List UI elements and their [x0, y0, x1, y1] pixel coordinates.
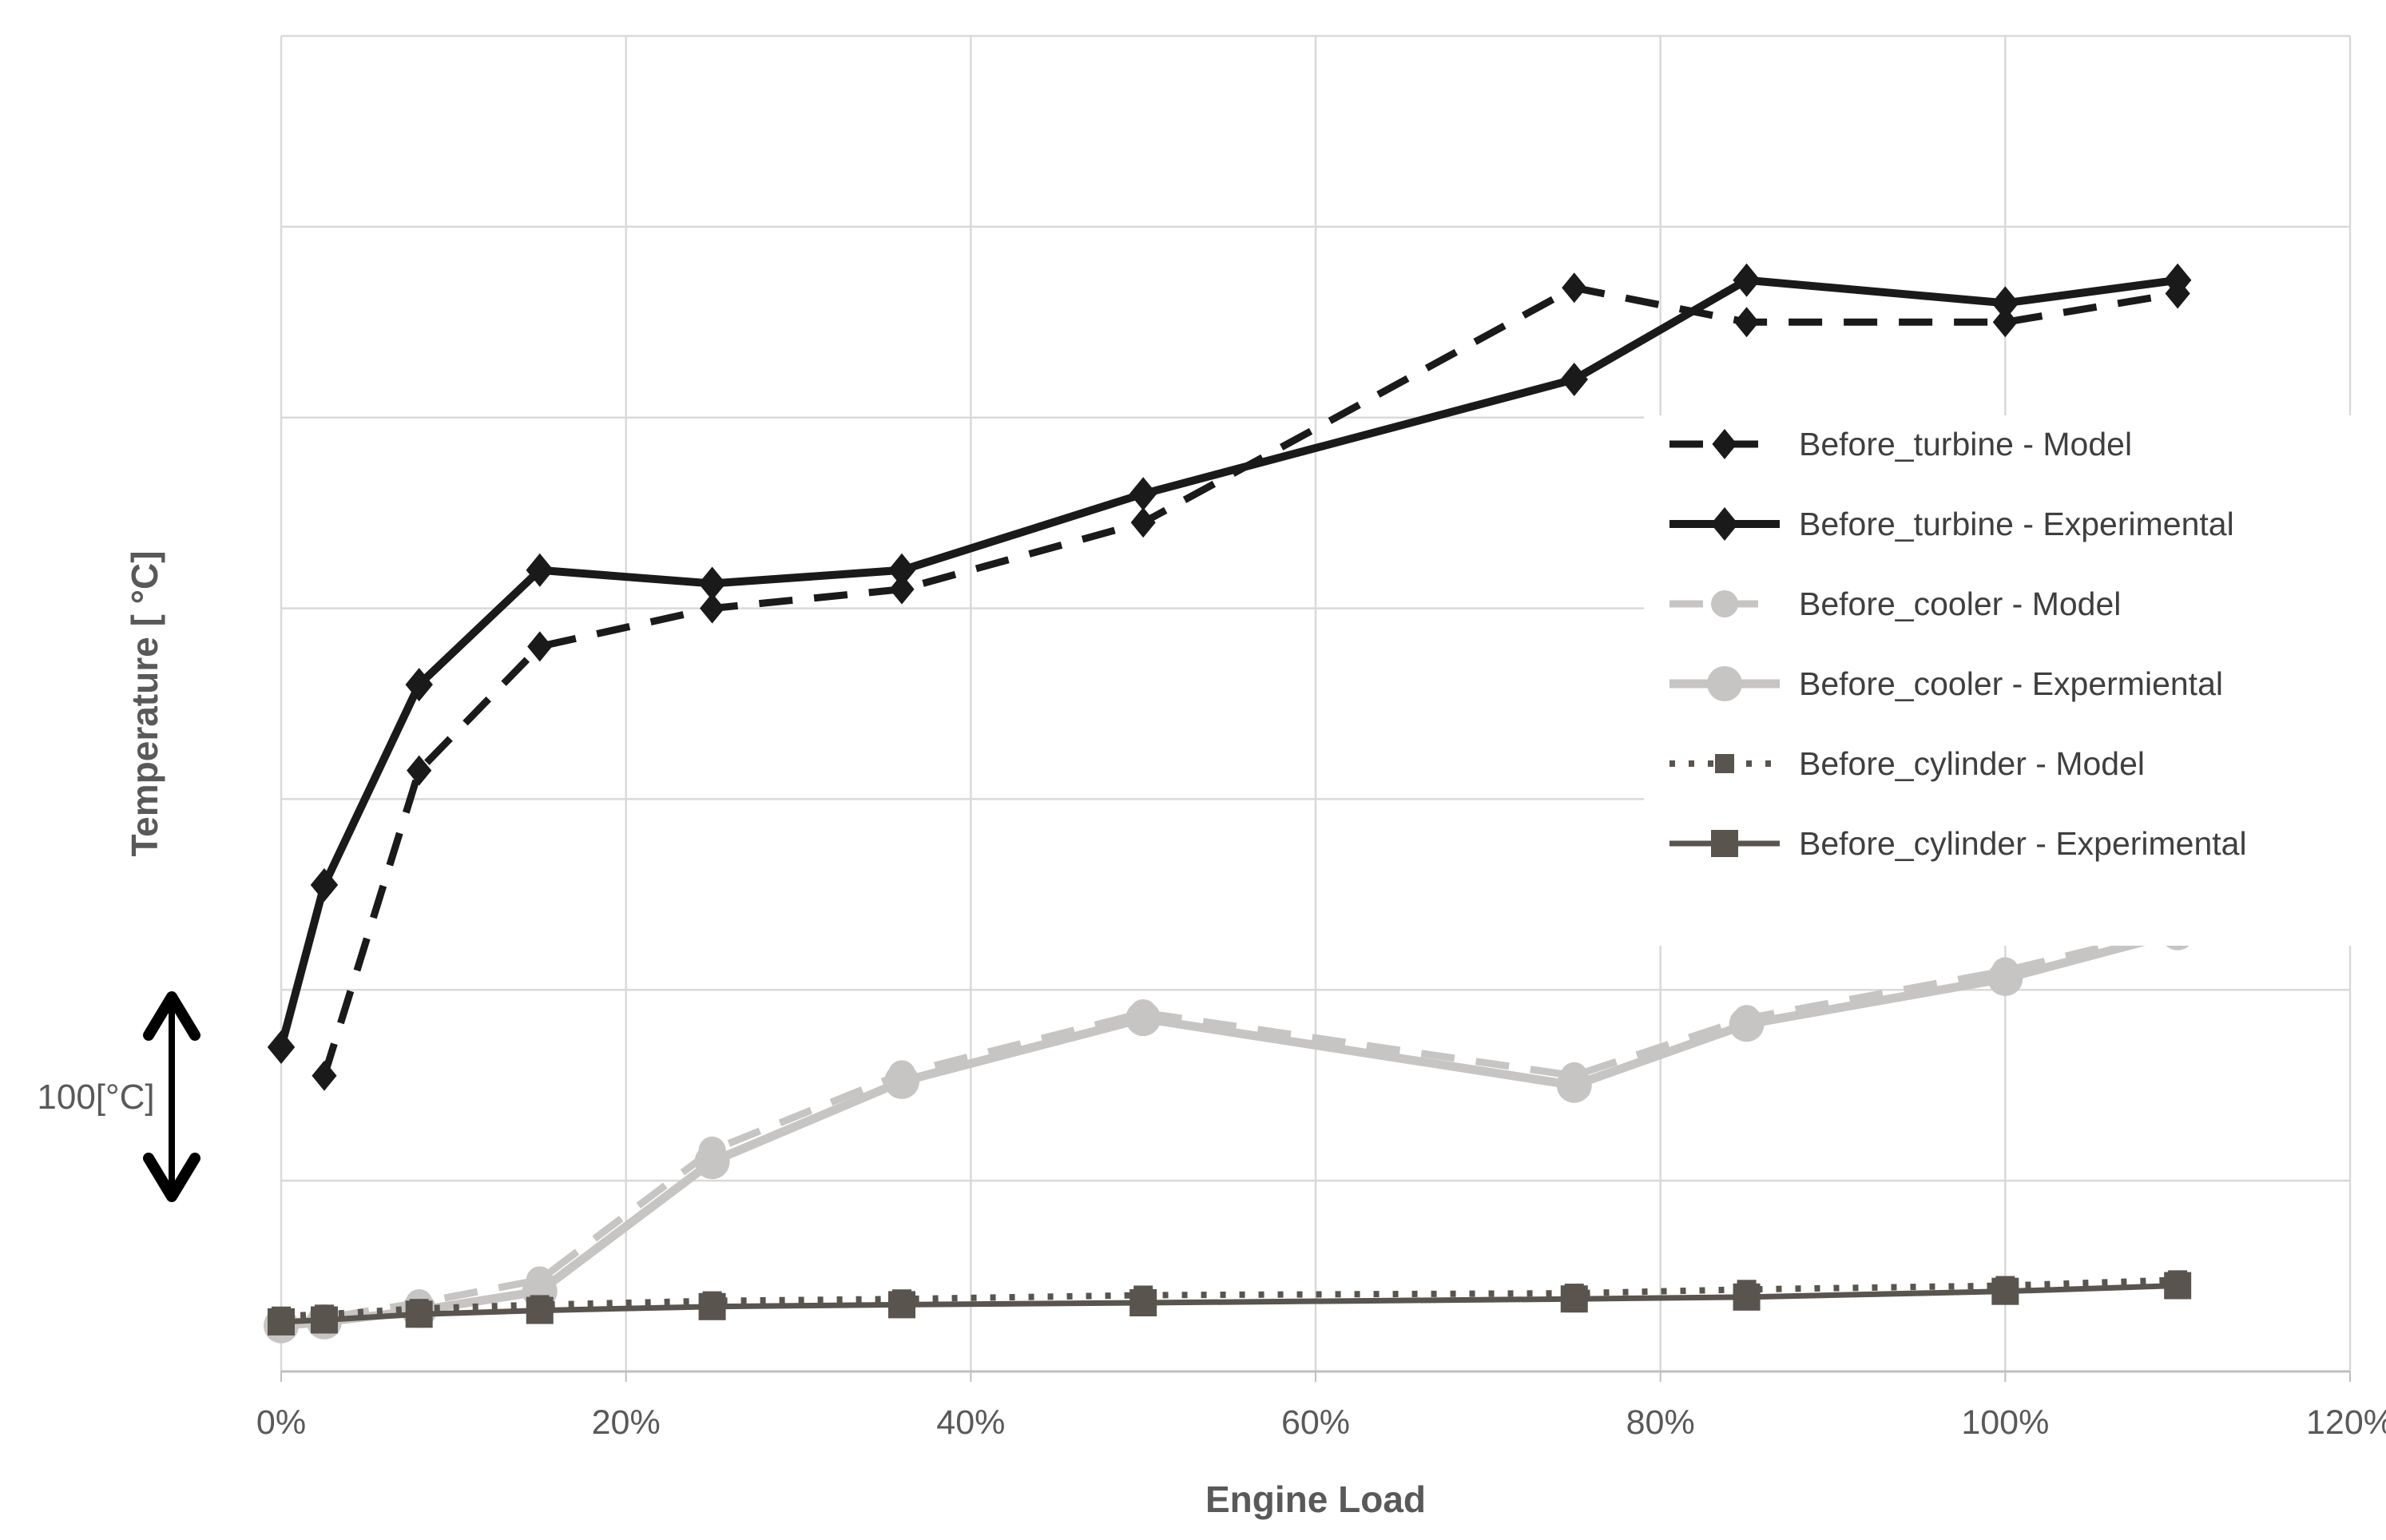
- x-axis-title: Engine Load: [1205, 1478, 1426, 1520]
- x-tick-label: 60%: [1281, 1403, 1350, 1442]
- diamond-marker: [1734, 307, 1760, 338]
- x-tick-label: 100%: [1961, 1403, 2049, 1442]
- legend-label: Before_turbine - Model: [1799, 426, 2132, 462]
- arrow-up-icon: [143, 991, 200, 1041]
- legend-item: Before_cooler - Model: [1669, 585, 2121, 622]
- square-marker: [1733, 1283, 1761, 1311]
- diamond-marker: [526, 553, 554, 587]
- square-marker: [310, 1306, 338, 1334]
- circle-marker: [1126, 1001, 1161, 1037]
- square-marker: [1715, 754, 1734, 773]
- diamond-marker: [1712, 429, 1737, 459]
- series-before-cylinder-experimental: [268, 1272, 2192, 1336]
- legend-item: Before_turbine - Model: [1669, 426, 2132, 462]
- series-line: [280, 1283, 2178, 1325]
- diamond-marker: [887, 553, 916, 587]
- x-tick-label: 40%: [936, 1403, 1005, 1442]
- series-line: [280, 925, 2179, 1328]
- legend-item: Before_cylinder - Experimental: [1669, 825, 2247, 862]
- square-marker: [268, 1308, 295, 1336]
- circle-marker: [1711, 590, 1738, 617]
- diamond-marker: [405, 668, 433, 702]
- circle-marker: [1556, 1067, 1592, 1103]
- series-before-cooler-expermiental: [264, 915, 2196, 1344]
- series-line: [320, 284, 2178, 1078]
- diamond-marker: [1710, 507, 1739, 541]
- square-marker: [888, 1291, 915, 1319]
- square-marker: [1991, 1277, 2019, 1305]
- diamond-marker: [889, 574, 915, 605]
- diamond-marker: [1992, 307, 2018, 338]
- diamond-marker: [1560, 362, 1588, 396]
- x-axis-tick-labels: 0% 20% 40% 60% 80% 100% 120%: [256, 1403, 2386, 1442]
- circle-marker: [694, 1144, 730, 1180]
- legend-item: Before_cooler - Expermiental: [1669, 665, 2223, 702]
- circle-marker: [1707, 666, 1742, 701]
- square-marker: [405, 1300, 433, 1328]
- y-axis-title: Temperature [ °C]: [124, 550, 165, 856]
- diamond-marker: [698, 566, 726, 601]
- axes: [280, 1370, 2351, 1382]
- diamond-marker: [1991, 286, 2019, 320]
- diamond-marker: [2163, 263, 2192, 297]
- square-marker: [1711, 830, 1738, 857]
- diamond-marker: [1129, 477, 1157, 511]
- legend-label: Before_cooler - Model: [1799, 585, 2121, 622]
- legend-item: Before_cylinder - Model: [1669, 745, 2145, 782]
- diamond-marker: [527, 631, 553, 662]
- square-marker: [1129, 1289, 1157, 1317]
- diamond-marker: [312, 1060, 337, 1091]
- arrow-down-icon: [143, 1153, 200, 1202]
- scale-annotation-label: 100[°C]: [37, 1078, 154, 1117]
- series-line: [280, 928, 2179, 1331]
- diamond-marker: [267, 1030, 296, 1064]
- y-scale-arrow: [143, 991, 200, 1202]
- diamond-marker: [1562, 272, 1587, 304]
- x-tick-label: 20%: [592, 1403, 661, 1442]
- diamond-marker: [310, 867, 339, 902]
- x-tick-label: 0%: [256, 1403, 306, 1442]
- legend-label: Before_cooler - Expermiental: [1799, 665, 2223, 702]
- diamond-marker: [700, 593, 725, 624]
- legend-label: Before_cylinder - Model: [1799, 745, 2145, 782]
- diamond-marker: [1130, 507, 1156, 538]
- legend: Before_turbine - Model Before_turbine - E…: [1644, 415, 2358, 946]
- square-marker: [698, 1292, 726, 1320]
- data-series: [264, 263, 2196, 1344]
- square-marker: [526, 1296, 554, 1324]
- circle-marker: [884, 1063, 919, 1099]
- legend-item: Before_turbine - Experimental: [1669, 506, 2234, 542]
- square-marker: [2164, 1272, 2192, 1300]
- legend-label: Before_turbine - Experimental: [1799, 506, 2234, 542]
- diamond-marker: [1733, 263, 1761, 297]
- x-tick-label: 120%: [2306, 1403, 2386, 1442]
- legend-label: Before_cylinder - Experimental: [1799, 825, 2247, 862]
- circle-marker: [1729, 1006, 1765, 1042]
- diamond-marker: [407, 755, 432, 786]
- series-before-turbine-experimental: [267, 263, 2192, 1064]
- x-tick-label: 80%: [1626, 1403, 1695, 1442]
- circle-marker: [1987, 960, 2023, 996]
- square-marker: [1560, 1285, 1588, 1313]
